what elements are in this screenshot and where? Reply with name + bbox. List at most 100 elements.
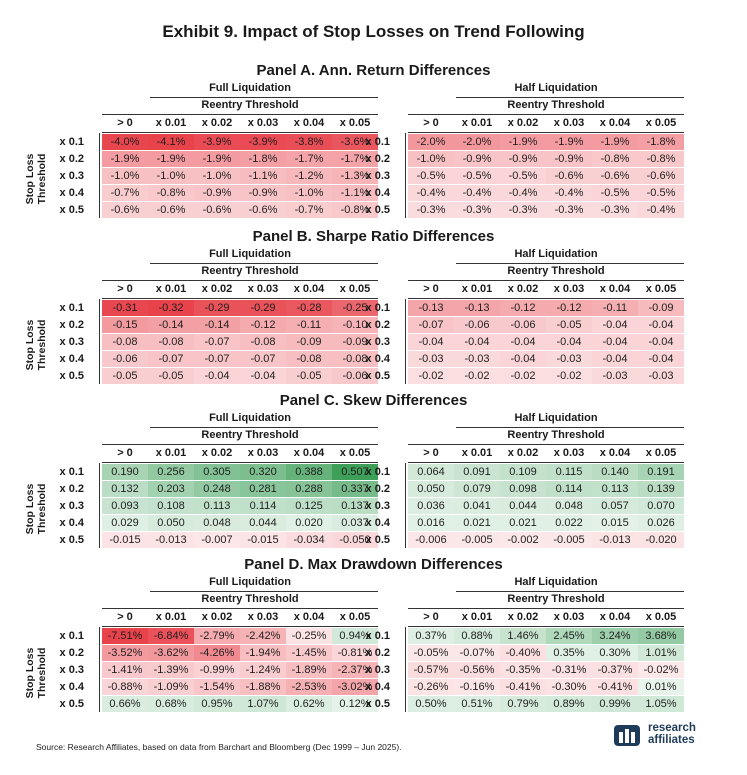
row-header: x 0.4: [365, 353, 390, 365]
heatmap-cell: -0.6%: [592, 168, 638, 184]
heatmap-cell: 0.132: [102, 481, 148, 497]
column-header: x 0.04: [599, 117, 631, 129]
heatmap-cell: -0.09: [286, 334, 332, 350]
heatmap-cell: -0.9%: [194, 185, 240, 201]
heatmap-cell: -0.9%: [454, 151, 500, 167]
heatmap-cell: 1.46%: [500, 628, 546, 644]
heatmap-cell: -0.04: [454, 334, 500, 350]
full-row-divider: [99, 133, 100, 218]
heatmap-cell: 0.109: [500, 464, 546, 480]
heatmap-cell: -0.81%: [332, 645, 378, 661]
full-reentry-label: Reentry Threshold: [201, 593, 299, 605]
full-row-divider: [99, 463, 100, 548]
heatmap-cell: -0.7%: [286, 202, 332, 218]
heatmap-cell: -1.1%: [332, 185, 378, 201]
heatmap-cell: -0.5%: [500, 168, 546, 184]
heatmap-cell: 1.01%: [638, 645, 684, 661]
heatmap-cell: -0.02: [546, 368, 592, 384]
heatmap-cell: -3.6%: [332, 134, 378, 150]
half-header-rule: [408, 444, 684, 445]
row-header: x 0.4: [59, 353, 84, 365]
heatmap-cell: -0.4%: [500, 185, 546, 201]
half-column-rule: [408, 462, 684, 463]
heatmap-cell: 0.99%: [592, 696, 638, 712]
panel-3: Panel C. Skew Differences Full Liquidatio…: [0, 392, 747, 552]
row-header: x 0.1: [365, 630, 390, 642]
heatmap-cell: 0.12%: [332, 696, 378, 712]
heatmap-cell: -0.050: [332, 532, 378, 548]
column-header: > 0: [117, 611, 133, 623]
heatmap-cell: -0.12: [500, 300, 546, 316]
heatmap-cell: -1.0%: [286, 185, 332, 201]
heatmap-cell: -1.41%: [102, 662, 148, 678]
heatmap-cell: 0.191: [638, 464, 684, 480]
half-reentry-label: Reentry Threshold: [507, 99, 605, 111]
heatmap-cell: 0.015: [592, 515, 638, 531]
heatmap-cell: 0.68%: [148, 696, 194, 712]
full-liquidation-rule: [150, 427, 378, 428]
heatmap-cell: -1.7%: [286, 151, 332, 167]
half-header-rule: [408, 280, 684, 281]
row-header: x 0.1: [365, 466, 390, 478]
heatmap-cell: 0.337: [332, 481, 378, 497]
row-header: x 0.1: [365, 302, 390, 314]
heatmap-cell: -0.5%: [454, 168, 500, 184]
heatmap-cell: 0.037: [332, 515, 378, 531]
heatmap-cell: -0.9%: [240, 185, 286, 201]
heatmap-cell: -0.03: [638, 368, 684, 384]
heatmap-cell: -1.9%: [592, 134, 638, 150]
row-header: x 0.1: [365, 136, 390, 148]
full-header-rule: [102, 608, 378, 609]
heatmap-cell: 0.507: [332, 464, 378, 480]
y-axis-label-line-1: Stop Loss: [24, 483, 36, 535]
row-header: x 0.3: [59, 500, 84, 512]
heatmap-cell: -0.09: [332, 334, 378, 350]
heatmap-cell: 0.137: [332, 498, 378, 514]
heatmap-cell: -0.11: [592, 300, 638, 316]
heatmap-cell: -0.35%: [500, 662, 546, 678]
heatmap-cell: -0.015: [102, 532, 148, 548]
heatmap-cell: -2.0%: [454, 134, 500, 150]
half-header-rule: [408, 608, 684, 609]
heatmap-cell: -0.04: [592, 351, 638, 367]
column-header: x 0.05: [645, 283, 677, 295]
column-header: > 0: [117, 283, 133, 295]
heatmap-cell: -0.08: [286, 351, 332, 367]
heatmap-cell: -0.5%: [638, 185, 684, 201]
half-row-divider: [405, 299, 406, 384]
row-header: x 0.2: [59, 153, 84, 165]
heatmap-cell: 0.114: [546, 481, 592, 497]
y-axis-label-line-2: Threshold: [36, 153, 48, 205]
column-header: > 0: [423, 447, 439, 459]
row-header: x 0.3: [59, 336, 84, 348]
column-header: x 0.05: [339, 283, 371, 295]
heatmap-cell: 0.108: [148, 498, 194, 514]
heatmap-cell: 0.057: [592, 498, 638, 514]
heatmap-cell: 0.248: [194, 481, 240, 497]
heatmap-cell: -0.02: [454, 368, 500, 384]
column-header: x 0.04: [293, 447, 325, 459]
heatmap-cell: -0.02%: [638, 662, 684, 678]
heatmap-cell: 1.05%: [638, 696, 684, 712]
half-column-rule: [408, 132, 684, 133]
heatmap-cell: -2.42%: [240, 628, 286, 644]
y-axis-label-line-2: Threshold: [36, 483, 48, 535]
heatmap-cell: -1.9%: [148, 151, 194, 167]
heatmap-cell: -1.7%: [332, 151, 378, 167]
heatmap-cell: 0.093: [102, 498, 148, 514]
heatmap-cell: -0.9%: [546, 151, 592, 167]
half-liquidation-label: Half Liquidation: [514, 576, 598, 588]
full-header-rule: [102, 444, 378, 445]
row-header: x 0.3: [365, 664, 390, 676]
column-header: > 0: [117, 117, 133, 129]
heatmap-cell: -0.11: [286, 317, 332, 333]
row-header: x 0.4: [59, 187, 84, 199]
heatmap-cell: -0.005: [454, 532, 500, 548]
heatmap-cell: 0.114: [240, 498, 286, 514]
heatmap-cell: 0.044: [500, 498, 546, 514]
heatmap-cell: -0.4%: [408, 185, 454, 201]
column-header: > 0: [423, 117, 439, 129]
heatmap-cell: -0.57%: [408, 662, 454, 678]
half-row-divider: [405, 463, 406, 548]
y-axis-label-line-2: Threshold: [36, 319, 48, 371]
